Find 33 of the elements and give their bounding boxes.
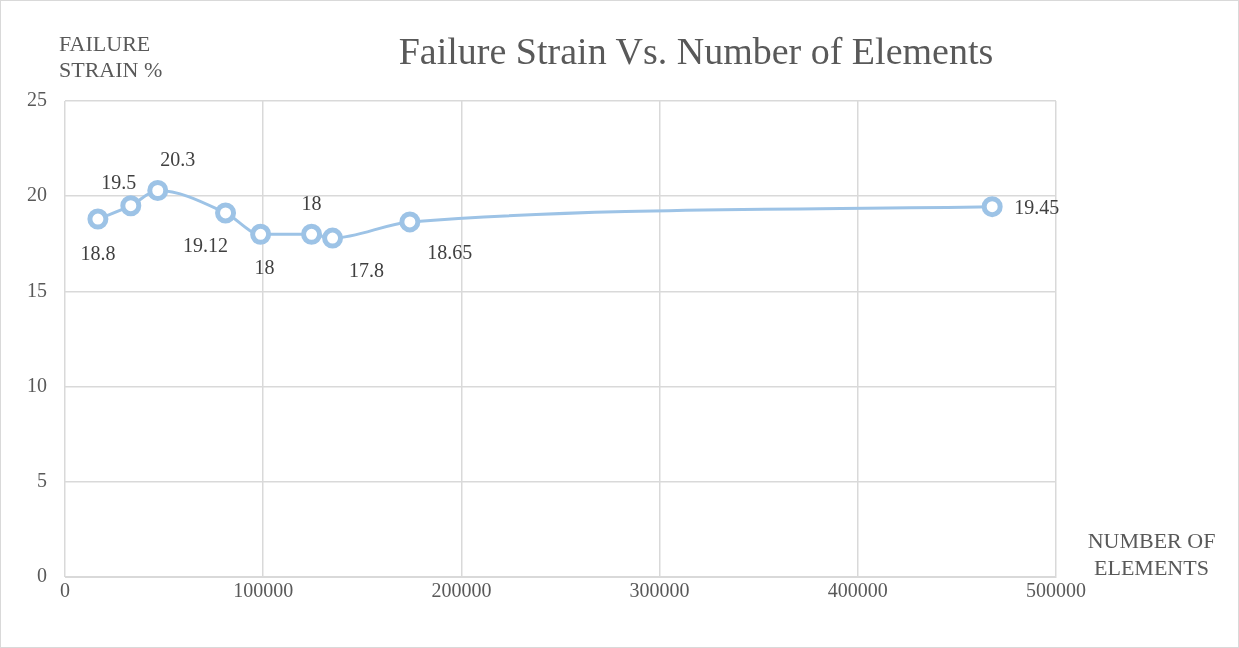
point <box>399 211 421 233</box>
y-tick-label: 0 <box>37 564 47 587</box>
y-tick-label: 15 <box>27 278 47 301</box>
point <box>215 202 237 224</box>
x-tick-label: 300000 <box>629 579 690 602</box>
point <box>322 227 344 249</box>
x-axis-title: NUMBER OF ELEMENTS <box>1086 527 1217 581</box>
point <box>981 196 1003 218</box>
data-label: 20.3 <box>160 147 196 170</box>
y-tick-label: 25 <box>27 88 47 111</box>
data-label: 19.45 <box>1014 195 1060 218</box>
y-tick-label: 10 <box>27 373 47 396</box>
x-tick-label: 400000 <box>827 579 888 602</box>
x-tick-label: 200000 <box>431 579 492 602</box>
data-label: 18 <box>301 191 322 214</box>
point <box>147 179 169 201</box>
chart-title: Failure Strain Vs. Number of Elements <box>397 29 995 73</box>
point <box>301 223 323 245</box>
point <box>120 195 142 217</box>
data-label: 19.5 <box>101 170 137 193</box>
point <box>250 223 272 245</box>
y-axis-title: FAILURE STRAIN % <box>59 31 164 83</box>
data-label: 17.8 <box>349 259 385 282</box>
y-tick-label: 5 <box>37 469 47 492</box>
point <box>87 208 109 230</box>
data-label: 19.12 <box>183 234 229 257</box>
x-tick-label: 100000 <box>233 579 294 602</box>
y-tick-label: 20 <box>27 183 47 206</box>
data-label: 18 <box>254 255 275 278</box>
x-tick-label: 500000 <box>1026 579 1086 602</box>
x-tick-label: 0 <box>60 579 70 602</box>
data-label: 18.8 <box>80 242 116 265</box>
data-label: 18.65 <box>427 241 473 264</box>
